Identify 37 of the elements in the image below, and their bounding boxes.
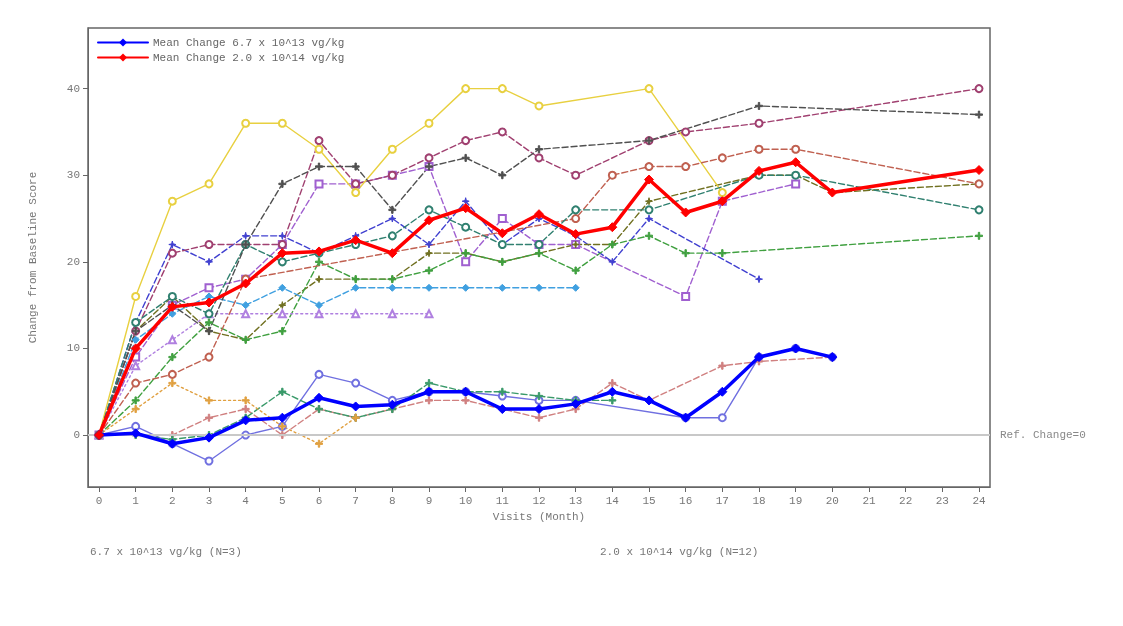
x-tick-label: 7 — [352, 494, 359, 507]
x-tick-label: 20 — [825, 494, 839, 507]
x-tick-label: 6 — [315, 494, 323, 507]
x-tick-label: 24 — [972, 494, 986, 507]
x-tick-label: 2 — [169, 494, 176, 507]
x-tick-label: 16 — [679, 494, 693, 507]
x-tick-label: 19 — [789, 494, 803, 507]
x-tick-label: 23 — [935, 494, 949, 507]
x-tick-label: 8 — [389, 494, 396, 507]
x-tick-label: 13 — [569, 494, 583, 507]
x-tick-label: 17 — [715, 494, 729, 507]
y-tick-label: 40 — [66, 82, 80, 95]
x-tick-label: 12 — [532, 494, 546, 507]
x-tick-label: 22 — [899, 494, 913, 507]
x-tick-label: 5 — [279, 494, 286, 507]
legend-label: Mean Change 6.7 x 10^13 vg/kg — [153, 36, 345, 49]
ref-line-label: Ref. Change=0 — [1000, 429, 1086, 442]
y-tick-label: 10 — [66, 342, 80, 355]
text: 2.0 x 10^14 vg/kg (N=12) — [600, 545, 759, 558]
legend-label: Mean Change 2.0 x 10^14 vg/kg — [153, 51, 345, 64]
x-axis-title: Visits (Month) — [492, 510, 586, 523]
x-tick-label: 9 — [425, 494, 433, 507]
x-tick-label: 14 — [605, 494, 620, 507]
x-tick-label: 4 — [242, 494, 250, 507]
text: 6.7 x 10^13 vg/kg (N=3) — [90, 545, 242, 558]
x-tick-label: 15 — [642, 494, 656, 507]
x-tick-label: 3 — [205, 494, 213, 507]
y-tick-label: 20 — [66, 255, 80, 268]
x-tick-label: 1 — [132, 494, 140, 507]
y-axis-title: Change from Baseline Score — [26, 171, 39, 344]
y-tick-label: 30 — [66, 169, 80, 182]
x-tick-label: 10 — [459, 494, 473, 507]
x-tick-label: 21 — [862, 494, 876, 507]
x-tick-label: 18 — [752, 494, 766, 507]
x-tick-label: 0 — [95, 494, 103, 507]
y-tick-label: 0 — [73, 429, 80, 442]
x-tick-label: 11 — [495, 494, 510, 507]
